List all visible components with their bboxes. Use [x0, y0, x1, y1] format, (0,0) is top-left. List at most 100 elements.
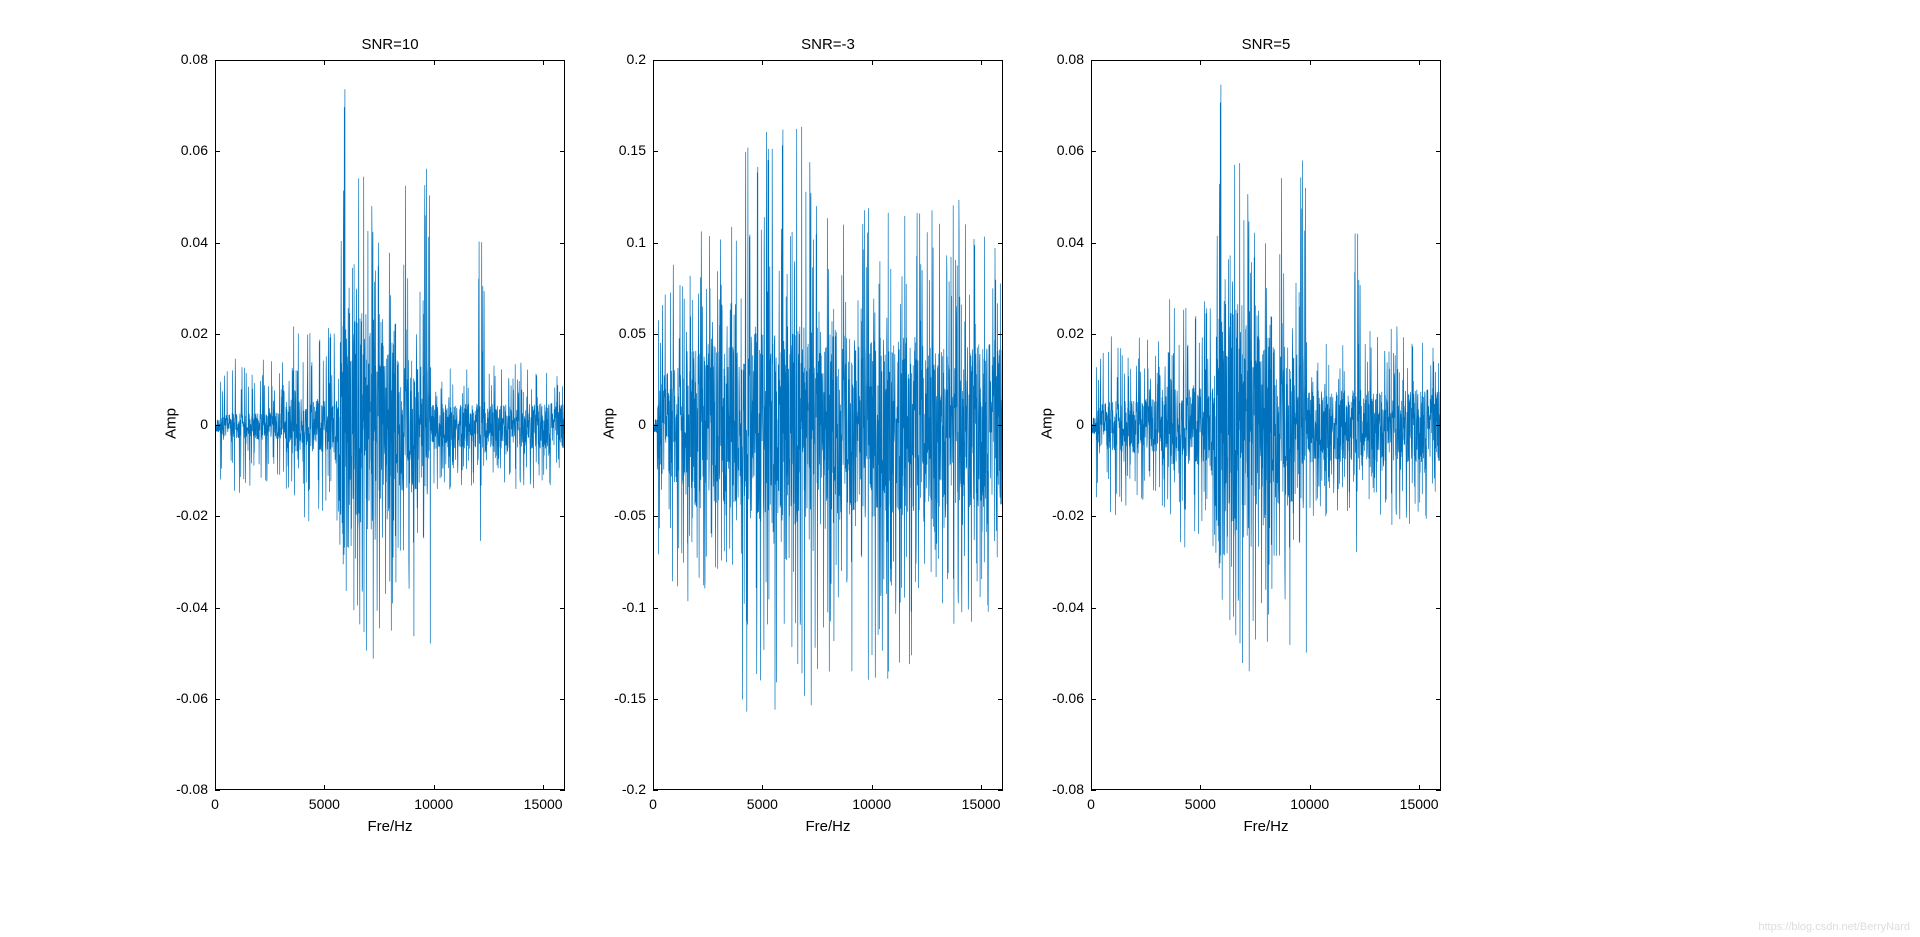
- y-tick-label: -0.04: [1036, 599, 1084, 615]
- y-tick-label: 0.08: [160, 51, 208, 67]
- x-tick-label: 0: [623, 796, 683, 812]
- y-tick-label: 0.04: [1036, 234, 1084, 250]
- x-tick-mark: [1310, 785, 1311, 790]
- x-tick-label: 10000: [404, 796, 464, 812]
- y-tick-mark: [1436, 790, 1441, 791]
- x-tick-mark: [762, 785, 763, 790]
- y-tick-label: -0.06: [160, 690, 208, 706]
- y-tick-label: -0.08: [1036, 781, 1084, 797]
- y-tick-mark: [1436, 60, 1441, 61]
- x-tick-mark: [543, 785, 544, 790]
- x-tick-mark: [434, 60, 435, 65]
- y-tick-label: -0.05: [598, 507, 646, 523]
- y-tick-mark: [560, 699, 565, 700]
- y-tick-mark: [560, 516, 565, 517]
- y-tick-label: -0.04: [160, 599, 208, 615]
- y-tick-label: 0.06: [1036, 142, 1084, 158]
- x-tick-label: 5000: [294, 796, 354, 812]
- y-tick-mark: [1091, 334, 1096, 335]
- x-tick-mark: [653, 785, 654, 790]
- y-tick-mark: [215, 151, 220, 152]
- y-tick-mark: [653, 334, 658, 335]
- y-tick-mark: [998, 516, 1003, 517]
- y-tick-mark: [653, 790, 658, 791]
- y-tick-mark: [215, 608, 220, 609]
- y-tick-label: -0.02: [1036, 507, 1084, 523]
- y-tick-mark: [653, 608, 658, 609]
- y-tick-mark: [998, 425, 1003, 426]
- y-tick-mark: [1436, 516, 1441, 517]
- x-tick-mark: [653, 60, 654, 65]
- y-tick-mark: [1091, 699, 1096, 700]
- plot-area: [653, 60, 1003, 790]
- x-tick-mark: [1200, 785, 1201, 790]
- y-tick-label: 0.02: [1036, 325, 1084, 341]
- x-tick-mark: [434, 785, 435, 790]
- chart-title: SNR=5: [1091, 36, 1441, 53]
- y-tick-label: 0.02: [160, 325, 208, 341]
- x-tick-mark: [1419, 785, 1420, 790]
- plot-area: [215, 60, 565, 790]
- y-tick-mark: [998, 243, 1003, 244]
- y-tick-mark: [215, 699, 220, 700]
- y-tick-label: 0.2: [598, 51, 646, 67]
- x-tick-mark: [981, 60, 982, 65]
- y-tick-label: 0.08: [1036, 51, 1084, 67]
- chart-panel-snr5: SNR=5AmpFre/Hz-0.08-0.06-0.04-0.0200.020…: [1021, 30, 1441, 850]
- chart-title: SNR=-3: [653, 36, 1003, 53]
- y-tick-mark: [998, 334, 1003, 335]
- x-axis-label: Fre/Hz: [215, 818, 565, 835]
- y-tick-label: 0: [598, 416, 646, 432]
- y-tick-label: -0.08: [160, 781, 208, 797]
- y-tick-mark: [1091, 516, 1096, 517]
- y-tick-mark: [215, 790, 220, 791]
- y-tick-mark: [1091, 608, 1096, 609]
- x-tick-mark: [215, 785, 216, 790]
- y-tick-mark: [1091, 243, 1096, 244]
- y-tick-mark: [653, 699, 658, 700]
- x-tick-label: 15000: [513, 796, 573, 812]
- y-tick-mark: [215, 425, 220, 426]
- y-tick-mark: [653, 516, 658, 517]
- y-tick-mark: [653, 243, 658, 244]
- y-tick-mark: [560, 243, 565, 244]
- y-tick-mark: [653, 151, 658, 152]
- x-tick-label: 15000: [1389, 796, 1449, 812]
- signal-line: [1092, 61, 1441, 790]
- x-tick-mark: [872, 785, 873, 790]
- signal-line: [654, 61, 1003, 790]
- x-tick-mark: [1200, 60, 1201, 65]
- y-tick-mark: [1091, 151, 1096, 152]
- y-tick-label: -0.02: [160, 507, 208, 523]
- x-tick-mark: [981, 785, 982, 790]
- y-tick-label: 0.04: [160, 234, 208, 250]
- y-tick-label: -0.2: [598, 781, 646, 797]
- y-tick-mark: [560, 425, 565, 426]
- y-tick-mark: [1436, 334, 1441, 335]
- chart-title: SNR=10: [215, 36, 565, 53]
- x-tick-mark: [762, 60, 763, 65]
- x-tick-label: 5000: [1170, 796, 1230, 812]
- chart-panel-snr-3: SNR=-3AmpFre/Hz-0.2-0.15-0.1-0.0500.050.…: [583, 30, 1003, 850]
- x-tick-mark: [1091, 60, 1092, 65]
- x-tick-label: 10000: [1280, 796, 1340, 812]
- x-axis-label: Fre/Hz: [653, 818, 1003, 835]
- x-axis-label: Fre/Hz: [1091, 818, 1441, 835]
- y-tick-label: 0.06: [160, 142, 208, 158]
- x-tick-mark: [324, 60, 325, 65]
- x-tick-label: 0: [185, 796, 245, 812]
- y-tick-mark: [1091, 790, 1096, 791]
- x-tick-label: 15000: [951, 796, 1011, 812]
- y-tick-mark: [560, 60, 565, 61]
- y-tick-mark: [1436, 243, 1441, 244]
- y-tick-label: -0.06: [1036, 690, 1084, 706]
- y-tick-label: 0.05: [598, 325, 646, 341]
- y-tick-mark: [1436, 425, 1441, 426]
- y-tick-label: 0.15: [598, 142, 646, 158]
- plot-area: [1091, 60, 1441, 790]
- y-tick-mark: [1091, 425, 1096, 426]
- y-tick-mark: [560, 790, 565, 791]
- y-tick-label: -0.15: [598, 690, 646, 706]
- x-tick-label: 0: [1061, 796, 1121, 812]
- y-tick-mark: [215, 334, 220, 335]
